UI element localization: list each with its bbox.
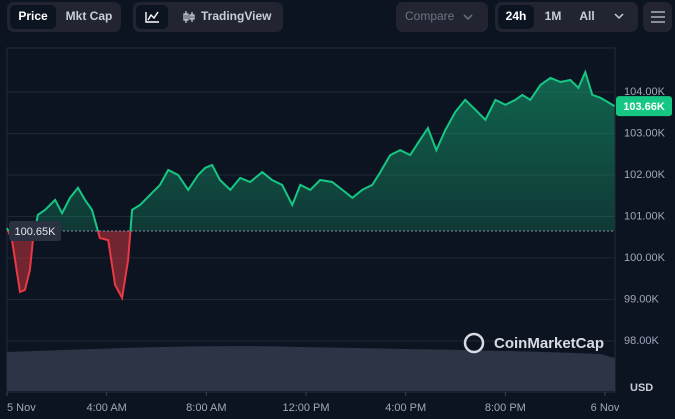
- last-price-tag: [616, 96, 672, 117]
- x-tick-label: 8:00 AM: [186, 402, 226, 414]
- x-tick-label: 4:00 AM: [86, 402, 126, 414]
- toggle-active: [10, 5, 56, 29]
- y-tick-label: 103.00K: [624, 127, 666, 139]
- x-tick-label: 5 Nov: [7, 402, 36, 414]
- x-tick-label: 12:00 PM: [282, 402, 329, 414]
- line-icon[interactable]: [145, 11, 159, 23]
- y-tick-label: 101.00K: [624, 210, 666, 222]
- watermark-logo: [463, 332, 485, 354]
- chevron: [463, 14, 473, 21]
- compare-box[interactable]: [396, 2, 488, 32]
- axis-unit: USD: [630, 382, 653, 394]
- x-tick-label: 4:00 PM: [385, 402, 426, 414]
- x-tick-label: 6 Nov: [591, 402, 620, 414]
- watermark: CoinMarketCap: [494, 335, 604, 352]
- y-tick-label: 99.00K: [624, 293, 660, 305]
- x-tick-label: 8:00 PM: [485, 402, 526, 414]
- y-tick-label: 100.00K: [624, 252, 666, 264]
- price-area: [7, 72, 615, 231]
- button[interactable]: 24h: [506, 9, 527, 23]
- toggle-active: [136, 5, 168, 29]
- settings-icon[interactable]: [651, 11, 665, 23]
- button[interactable]: All: [579, 9, 594, 23]
- toggle-active: [498, 5, 534, 29]
- chevron[interactable]: [614, 13, 624, 20]
- baseline-tag: [9, 220, 61, 241]
- toggle-group: [133, 2, 283, 32]
- price-line: [6, 69, 616, 231]
- last-price-label: 103.66K: [623, 101, 665, 113]
- candle-icon[interactable]: [183, 11, 195, 23]
- y-tick-label: 98.00K: [624, 335, 660, 347]
- button[interactable]: 1M: [545, 9, 562, 23]
- button[interactable]: Price: [18, 9, 48, 23]
- y-tick-label: 104.00K: [624, 86, 666, 98]
- button[interactable]: Compare: [405, 9, 455, 23]
- button[interactable]: TradingView: [201, 9, 272, 23]
- volume-area: [7, 346, 615, 391]
- button[interactable]: Mkt Cap: [66, 9, 113, 23]
- plot-frame: [6, 47, 616, 393]
- y-tick-label: 102.00K: [624, 169, 666, 181]
- baseline-label: 100.65K: [15, 226, 57, 238]
